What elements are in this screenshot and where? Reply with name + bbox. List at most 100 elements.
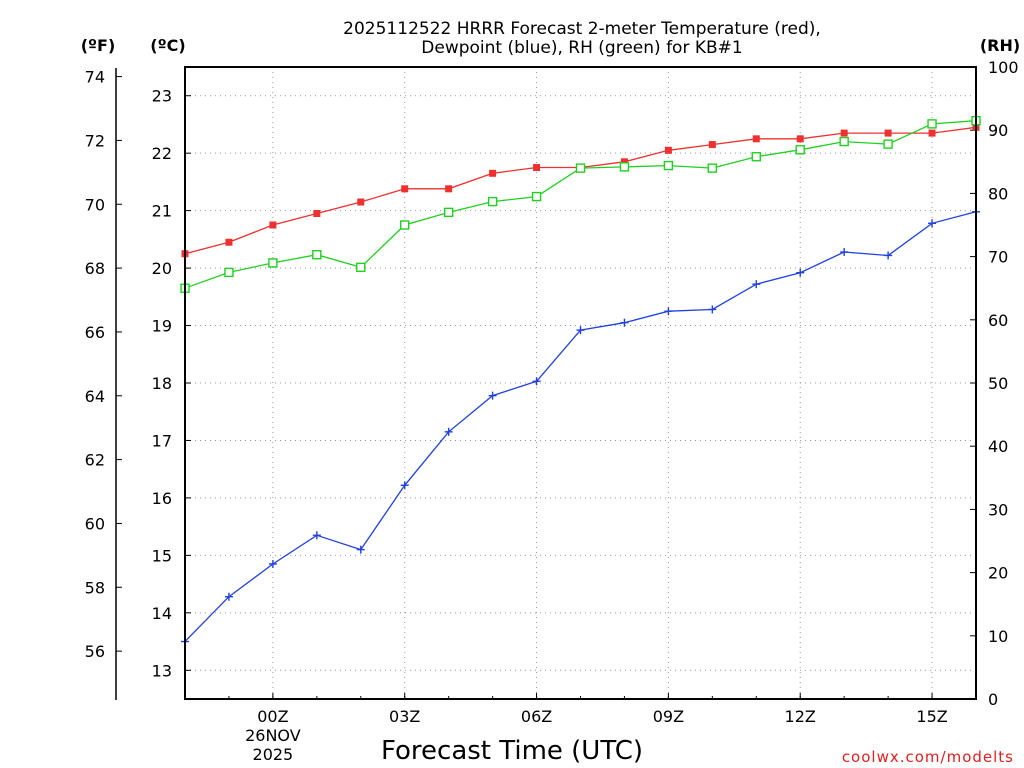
temperature-point <box>620 158 628 166</box>
temperature-point <box>884 129 892 137</box>
axes-layer: 13 14 15 16 17 18 19 20 21 22 23 56 58 60 62 64 66 68 70 72… <box>85 58 1019 764</box>
celsius-tick-label: 20 <box>152 259 172 278</box>
dewpoint-point <box>752 280 761 289</box>
dewpoint-point <box>884 251 893 260</box>
rh-tick-label: 70 <box>988 248 1008 267</box>
celsius-tick-label: 22 <box>152 144 172 163</box>
plot-frame <box>184 66 977 700</box>
celsius-tick-label: 16 <box>152 489 172 508</box>
x-tick-date: 26NOV <box>245 726 301 745</box>
rh-point <box>443 207 454 218</box>
celsius-tick-label: 13 <box>152 661 172 680</box>
rh-point <box>663 160 674 171</box>
dewpoint-point <box>708 305 717 314</box>
x-tick-label: 12Z <box>785 707 816 726</box>
rh-point <box>531 191 542 202</box>
rh-point <box>487 196 498 207</box>
temperature-point <box>708 141 716 149</box>
rh-tick-label: 90 <box>988 121 1008 140</box>
temperature-point <box>928 129 936 137</box>
dewpoint-point <box>444 427 453 436</box>
fahrenheit-tick-label: 68 <box>85 259 105 278</box>
dewpoint-point <box>356 545 365 554</box>
dewpoint-point <box>664 307 673 316</box>
dewpoint-point <box>840 248 849 257</box>
dewpoint-point <box>268 559 277 568</box>
rh-point <box>312 250 322 260</box>
dewpoint-point <box>796 268 805 277</box>
rh-point <box>927 119 937 129</box>
temperature-point <box>664 146 672 154</box>
rh-point <box>575 163 586 173</box>
x-tick-label: 00Z <box>257 707 288 726</box>
rh-tick-label: 30 <box>988 500 1008 519</box>
fahrenheit-tick-label: 66 <box>85 323 105 342</box>
temperature-point <box>840 129 848 137</box>
temperature-point <box>489 169 497 177</box>
temperature-point <box>796 135 804 143</box>
celsius-tick-label: 17 <box>152 431 172 450</box>
dewpoint-point <box>620 318 629 327</box>
rh-point <box>795 145 805 155</box>
temperature-point <box>313 210 321 218</box>
rh-tick-label: 50 <box>988 374 1008 393</box>
series-line-temperature <box>184 126 977 255</box>
series-layer <box>180 116 981 646</box>
series-line-dewpoint <box>184 211 977 642</box>
rh-point <box>400 220 410 230</box>
rh-tick-label: 20 <box>988 564 1008 583</box>
rh-point <box>707 163 718 173</box>
temperature-point <box>357 198 365 206</box>
x-tick-label: 06Z <box>521 707 552 726</box>
rh-point <box>751 152 761 162</box>
series-line-rh <box>184 120 977 289</box>
dewpoint-point <box>576 326 585 335</box>
rh-point <box>224 267 234 278</box>
dewpoint-point <box>312 531 321 540</box>
fahrenheit-tick-label: 60 <box>85 514 105 533</box>
rh-tick-label: 60 <box>988 311 1008 330</box>
rh-point <box>839 136 849 147</box>
rh-tick-label: 0 <box>988 690 998 709</box>
celsius-tick-label: 21 <box>152 202 172 221</box>
chart-title-line1: 2025112522 HRRR Forecast 2-meter Tempera… <box>343 19 821 39</box>
x-tick-year: 2025 <box>253 745 294 764</box>
rh-point <box>356 262 366 273</box>
rh-tick-label: 10 <box>988 627 1008 646</box>
temperature-point <box>445 185 453 193</box>
credit-text: coolwx.com/modelts <box>842 748 1014 766</box>
celsius-tick-label: 15 <box>152 546 172 565</box>
x-tick-label: 09Z <box>653 707 684 726</box>
x-axis-title: Forecast Time (UTC) <box>381 736 643 766</box>
rh-tick-label: 80 <box>988 184 1008 203</box>
rh-tick-label: 100 <box>988 58 1019 77</box>
dewpoint-point <box>400 481 409 490</box>
fahrenheit-tick-label: 72 <box>85 131 105 150</box>
rh-point <box>883 139 893 149</box>
fahrenheit-unit-label: (ºF) <box>81 36 116 55</box>
fahrenheit-tick-label: 62 <box>85 451 105 470</box>
celsius-tick-label: 23 <box>152 87 172 106</box>
fahrenheit-tick-label: 74 <box>85 68 105 87</box>
dewpoint-point <box>224 592 233 601</box>
celsius-tick-label: 19 <box>152 317 172 336</box>
grid-layer <box>185 67 976 699</box>
fahrenheit-tick-label: 56 <box>85 642 105 661</box>
x-tick-label: 15Z <box>916 707 947 726</box>
temperature-point <box>533 164 541 172</box>
celsius-tick-label: 14 <box>152 604 172 623</box>
dewpoint-point <box>928 219 937 228</box>
fahrenheit-tick-label: 64 <box>85 387 105 406</box>
rh-unit-label: (RH) <box>980 36 1020 55</box>
fahrenheit-tick-label: 70 <box>85 195 105 214</box>
fahrenheit-tick-label: 58 <box>85 578 105 597</box>
x-tick-label: 03Z <box>389 707 420 726</box>
chart-title-line2: Dewpoint (blue), RH (green) for KB#1 <box>421 38 742 58</box>
temperature-point <box>752 135 760 143</box>
celsius-unit-label: (ºC) <box>150 36 185 55</box>
temperature-point <box>225 238 233 246</box>
rh-point <box>268 258 278 268</box>
rh-point <box>619 162 630 172</box>
dewpoint-point <box>532 377 541 386</box>
